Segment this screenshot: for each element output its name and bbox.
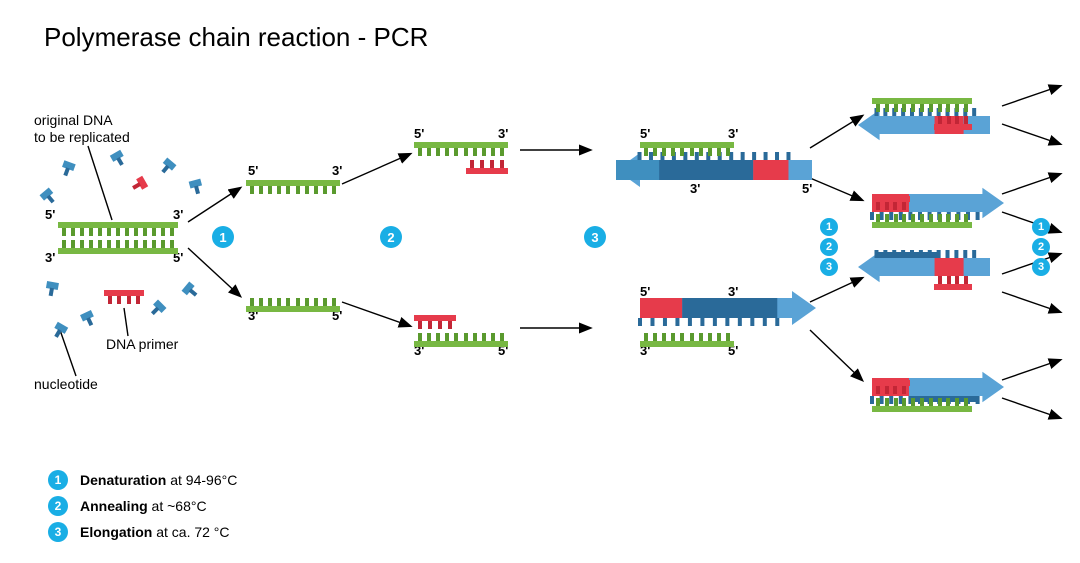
step-badge-1: 1 <box>212 226 234 248</box>
dna-strand <box>872 398 972 412</box>
nucleotide-icon <box>37 185 60 208</box>
dna-strand <box>872 214 972 228</box>
nucleotide-icon <box>77 307 98 328</box>
legend-title-3: Elongation <box>80 524 152 540</box>
nucleotide-icon <box>157 155 180 178</box>
legend: 1 Denaturation at 94-96°C 2 Annealing at… <box>48 464 237 548</box>
annot-primer: DNA primer <box>106 336 178 353</box>
dna-strand <box>934 116 972 130</box>
nucleotide-icon <box>43 279 62 298</box>
end-label: 3' <box>690 181 700 196</box>
legend-title-2: Annealing <box>80 498 148 514</box>
dna-strand <box>872 380 910 394</box>
step-badge-2: 2 <box>1032 238 1050 256</box>
dna-strand <box>246 180 340 194</box>
annot-nucleotide: nucleotide <box>34 376 98 393</box>
step-badge-2: 2 <box>820 238 838 256</box>
dna-strand <box>414 142 508 156</box>
legend-row-3: 3 Elongation at ca. 72 °C <box>48 522 237 542</box>
step-badge-1: 1 <box>820 218 838 236</box>
dna-strand <box>58 222 178 236</box>
end-label: 5' <box>640 284 650 299</box>
nucleotide-icon <box>107 147 129 169</box>
dna-strand <box>934 276 972 290</box>
legend-row-2: 2 Annealing at ~68°C <box>48 496 237 516</box>
end-label: 5' <box>640 126 650 141</box>
dna-strand <box>466 160 508 174</box>
step-badge-3: 3 <box>1032 258 1050 276</box>
dna-strand <box>872 98 972 112</box>
end-label: 5' <box>248 163 258 178</box>
dna-strand <box>640 142 734 156</box>
legend-rest-1: at 94-96°C <box>166 472 237 488</box>
page-title: Polymerase chain reaction - PCR <box>44 22 428 53</box>
end-label: 3' <box>173 207 183 222</box>
end-label: 5' <box>45 207 55 222</box>
legend-rest-3: at ca. 72 °C <box>152 524 229 540</box>
end-label: 3' <box>728 284 738 299</box>
legend-title-1: Denaturation <box>80 472 166 488</box>
end-label: 5' <box>414 126 424 141</box>
legend-row-1: 1 Denaturation at 94-96°C <box>48 470 237 490</box>
step-badge-3: 3 <box>584 226 606 248</box>
nucleotide-icon <box>179 279 202 302</box>
legend-badge-1: 1 <box>48 470 68 490</box>
end-label: 3' <box>728 126 738 141</box>
nucleotide-icon <box>49 319 71 341</box>
dna-strand <box>104 290 144 304</box>
dna-strand <box>414 333 508 347</box>
legend-badge-3: 3 <box>48 522 68 542</box>
legend-badge-2: 2 <box>48 496 68 516</box>
dna-strand <box>246 298 340 312</box>
polymerase-arrow <box>638 291 816 326</box>
annot-original: original DNAto be replicated <box>34 112 130 146</box>
end-label: 3' <box>45 250 55 265</box>
end-label: 3' <box>332 163 342 178</box>
end-label: 5' <box>802 181 812 196</box>
end-label: 3' <box>498 126 508 141</box>
nucleotide-icon <box>129 173 151 195</box>
dna-strand <box>872 196 910 210</box>
dna-strand <box>414 315 456 329</box>
step-badge-3: 3 <box>820 258 838 276</box>
legend-rest-2: at ~68°C <box>148 498 207 514</box>
step-badge-2: 2 <box>380 226 402 248</box>
nucleotide-icon <box>186 176 206 196</box>
dna-strand <box>640 333 734 347</box>
dna-strand <box>58 240 178 254</box>
nucleotide-icon <box>58 158 79 179</box>
nucleotide-icon <box>147 297 170 320</box>
step-badge-1: 1 <box>1032 218 1050 236</box>
polymerase-arrow <box>616 152 812 187</box>
